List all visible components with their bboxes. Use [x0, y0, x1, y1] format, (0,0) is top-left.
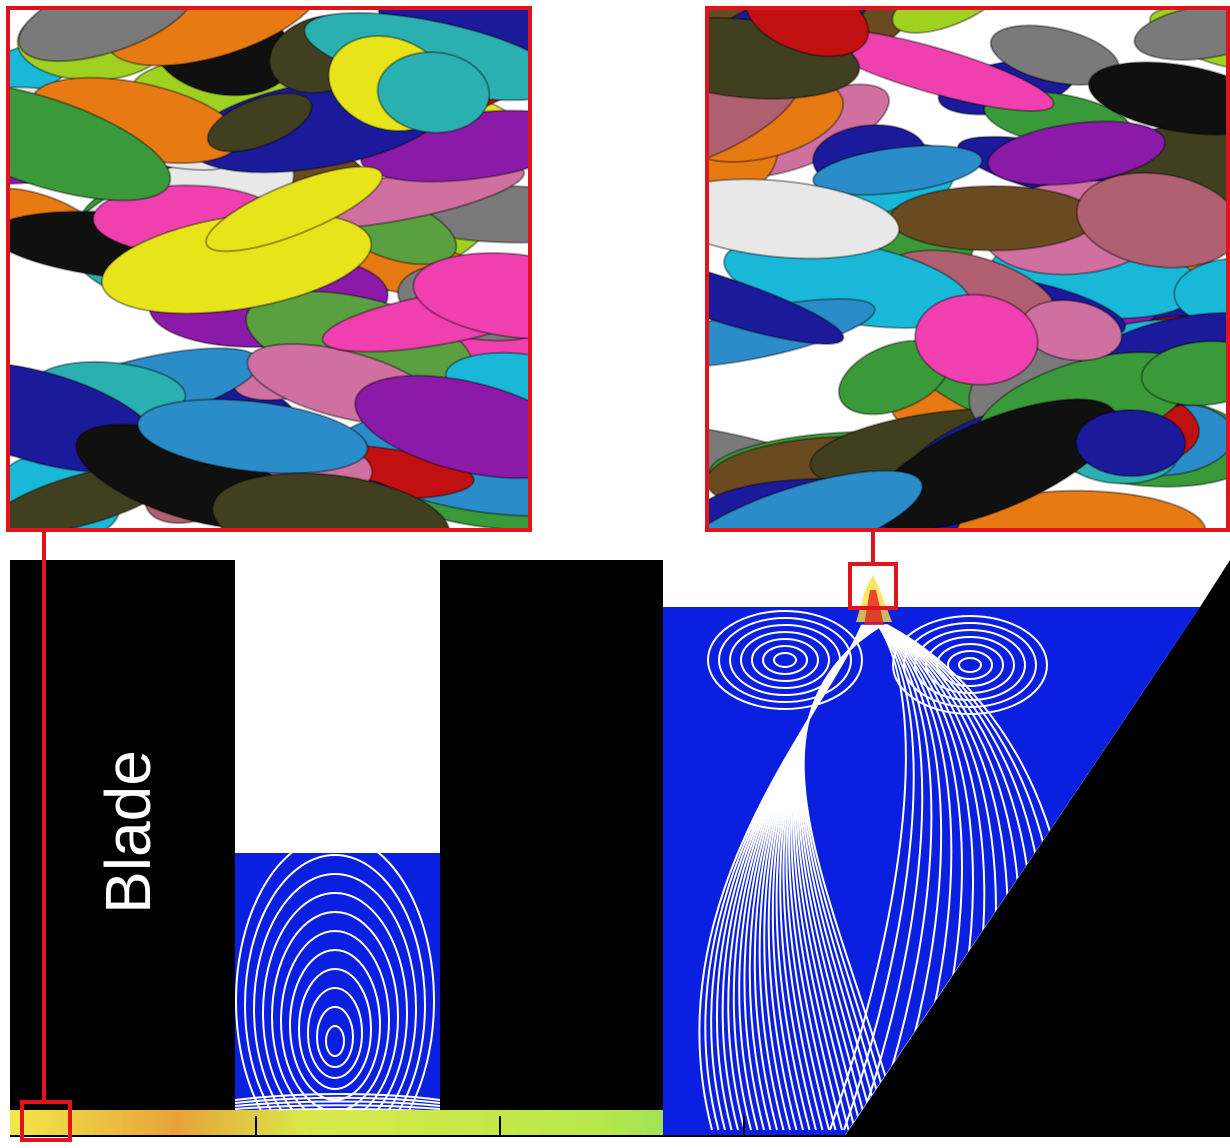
page: Blade (() => { const data = JSON.parse(d… — [0, 0, 1230, 1148]
blade — [440, 560, 663, 1110]
particle — [1076, 409, 1186, 477]
floor — [10, 1136, 1230, 1148]
figure: Blade — [0, 0, 1230, 1148]
blade-label: Blade — [92, 750, 164, 914]
particle-inset-right — [569, 0, 1230, 597]
particle — [890, 186, 1097, 251]
particle-inset-left — [0, 0, 640, 582]
